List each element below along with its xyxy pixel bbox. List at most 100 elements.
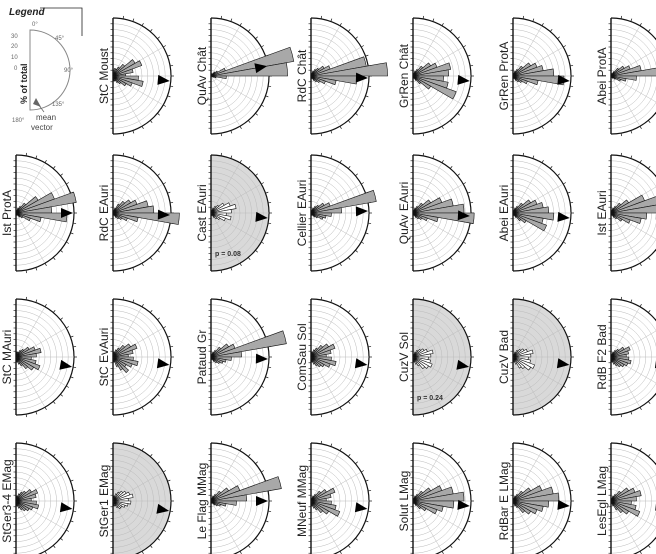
arc-tick — [255, 318, 257, 320]
rose-panel: Cast EAuri p = 0.08 — [195, 153, 272, 273]
panel-label: LesEgl LMag — [595, 466, 609, 536]
arc-tick — [450, 454, 452, 456]
arc-tick — [348, 29, 350, 31]
arc-tick — [248, 401, 250, 403]
panel-label: RdC EAuri — [97, 185, 111, 242]
arc-tick — [648, 29, 650, 31]
panel-label: QuAv EAuri — [397, 182, 411, 244]
arc-tick — [157, 462, 159, 464]
arc-tick — [457, 538, 459, 540]
panel-label: CuzV Bad — [497, 330, 511, 384]
legend-radial-tick-0: 0 — [14, 66, 18, 72]
panel-label: ComSau Sol — [295, 323, 309, 390]
arc-tick — [157, 37, 159, 39]
arc-tick — [550, 545, 552, 547]
arc-tick — [648, 401, 650, 403]
arc-tick — [60, 318, 62, 320]
arc-tick — [60, 174, 62, 176]
p-value-label: p = 0.08 — [215, 251, 241, 258]
arc-tick — [648, 545, 650, 547]
legend-radial-tick-10: 10 — [11, 55, 18, 61]
p-value-label: p = 0.24 — [417, 395, 443, 402]
arc-tick — [53, 454, 55, 456]
arc-tick — [557, 250, 559, 252]
rose-panel: Ist EAuri — [595, 153, 656, 273]
rose-panel: StGer1 EMag — [97, 441, 174, 554]
arc-tick — [53, 257, 55, 259]
rose-panel: Pataud Gr — [195, 297, 286, 417]
rose-panel: QuAv Chât — [195, 16, 294, 136]
panel-label: Cast EAuri — [195, 184, 209, 241]
arc-tick — [355, 174, 357, 176]
arc-tick — [60, 462, 62, 464]
panel-label: StGer3-4 EMag — [0, 459, 14, 542]
arc-tick — [450, 310, 452, 312]
legend-title: Legend — [9, 7, 45, 18]
arc-tick — [150, 310, 152, 312]
rose-panel: Solut LMag — [397, 441, 474, 554]
rose-panel: LesEgl LMag — [595, 441, 656, 554]
panel-label: RdBar E LMag — [497, 462, 511, 541]
panel-label: Solut LMag — [397, 471, 411, 532]
arc-tick — [457, 462, 459, 464]
arc-tick — [348, 401, 350, 403]
arc-tick — [557, 113, 559, 115]
arc-tick — [355, 113, 357, 115]
rose-panel: RdB F2 Bad — [595, 297, 656, 417]
arc-tick — [150, 257, 152, 259]
arc-tick — [348, 166, 350, 168]
arc-tick — [348, 545, 350, 547]
arc-tick — [53, 310, 55, 312]
legend-mean-label: mean — [36, 113, 56, 122]
legend-angle-0: 0° — [32, 22, 38, 28]
arc-tick — [255, 113, 257, 115]
arc-tick — [355, 394, 357, 396]
panel-label: Abei ProtA — [595, 47, 609, 104]
arc-tick — [450, 401, 452, 403]
legend: Legend 0° 45° 90° 135° 180° 30 20 10 0 %… — [9, 7, 82, 132]
arc-tick — [450, 545, 452, 547]
rose-panel: Abei EAuri — [497, 153, 574, 273]
arc-tick — [60, 394, 62, 396]
rose-panel: Cellier EAuri — [295, 153, 376, 273]
arc-tick — [150, 29, 152, 31]
arc-tick — [355, 462, 357, 464]
arc-tick — [248, 310, 250, 312]
arc-tick — [157, 538, 159, 540]
arc-tick — [550, 454, 552, 456]
arc-tick — [150, 401, 152, 403]
panel-label: MNeuf MMag — [295, 465, 309, 537]
arc-tick — [457, 37, 459, 39]
rose-panel: CuzV Bad — [497, 297, 574, 417]
arc-tick — [557, 318, 559, 320]
arc-tick — [150, 120, 152, 122]
arc-tick — [255, 394, 257, 396]
arc-tick — [648, 257, 650, 259]
panel-label: Le Flag MMag — [195, 463, 209, 540]
arc-tick — [550, 166, 552, 168]
arc-tick — [355, 538, 357, 540]
rose-panel: Ist ProtA — [0, 153, 77, 273]
arc-tick — [550, 120, 552, 122]
arc-tick — [348, 454, 350, 456]
legend-radial-tick-20: 20 — [11, 44, 18, 50]
rose-panel: QuAv EAuri — [397, 153, 474, 273]
panel-label: RdC Chât — [295, 49, 309, 102]
arc-tick — [53, 401, 55, 403]
arc-tick — [255, 37, 257, 39]
legend-angle-180: 180° — [12, 118, 25, 124]
arc-tick — [457, 250, 459, 252]
arc-tick — [355, 37, 357, 39]
legend-vector-label: vector — [31, 123, 53, 132]
panel-label: CuzV Sol — [397, 332, 411, 382]
arc-tick — [255, 174, 257, 176]
rose-panel: RdBar E LMag — [497, 441, 574, 554]
rose-panel: GrRen Chât — [397, 16, 474, 136]
arc-tick — [150, 545, 152, 547]
arc-tick — [248, 29, 250, 31]
arc-tick — [248, 257, 250, 259]
arc-tick — [550, 401, 552, 403]
arc-tick — [457, 113, 459, 115]
arc-tick — [348, 120, 350, 122]
